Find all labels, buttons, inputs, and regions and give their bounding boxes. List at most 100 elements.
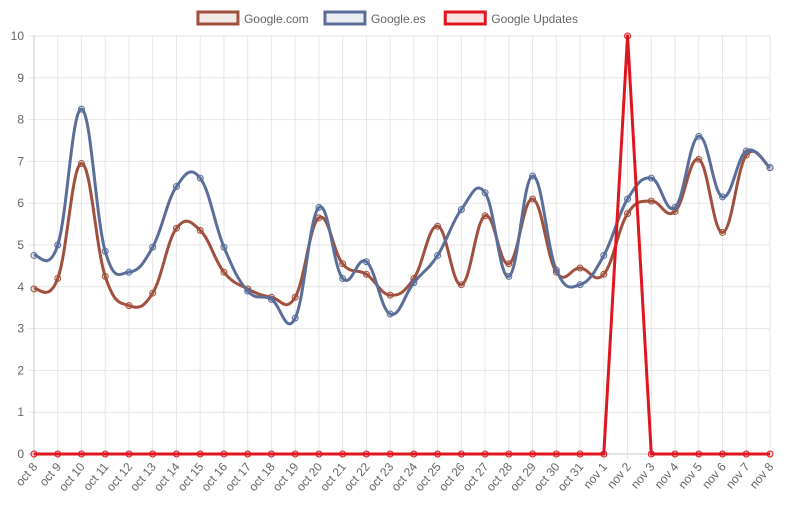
x-tick-label: nov 3 bbox=[628, 460, 658, 492]
data-point bbox=[196, 226, 204, 234]
x-tick-label: oct 10 bbox=[56, 460, 88, 494]
data-point bbox=[600, 251, 608, 259]
data-point bbox=[481, 450, 489, 458]
data-point bbox=[220, 243, 228, 251]
x-tick-label: nov 5 bbox=[675, 460, 705, 492]
data-point bbox=[671, 203, 679, 211]
x-tick-label: nov 6 bbox=[699, 460, 729, 492]
series-2 bbox=[30, 32, 774, 458]
data-point bbox=[434, 251, 442, 259]
data-point bbox=[695, 450, 703, 458]
data-point bbox=[30, 285, 38, 293]
x-tick-label: oct 31 bbox=[555, 460, 587, 494]
y-tick-label: 5 bbox=[17, 238, 24, 252]
series-line bbox=[34, 34, 770, 456]
y-tick-label: 8 bbox=[17, 113, 24, 127]
data-point bbox=[719, 450, 727, 458]
data-point bbox=[624, 32, 632, 40]
x-tick-label: oct 8 bbox=[13, 460, 41, 489]
data-point bbox=[196, 450, 204, 458]
data-point bbox=[457, 281, 465, 289]
data-point bbox=[339, 450, 347, 458]
data-point bbox=[766, 164, 774, 172]
y-tick-label: 7 bbox=[17, 154, 24, 168]
y-tick-label: 9 bbox=[17, 71, 24, 85]
chart-series bbox=[30, 32, 774, 458]
data-point bbox=[125, 268, 133, 276]
data-point bbox=[149, 243, 157, 251]
data-point bbox=[410, 279, 418, 287]
data-point bbox=[386, 310, 394, 318]
data-point bbox=[529, 450, 537, 458]
x-tick-label: nov 7 bbox=[723, 460, 753, 492]
data-point bbox=[576, 281, 584, 289]
data-point bbox=[505, 272, 513, 280]
series-1 bbox=[30, 105, 774, 326]
data-point bbox=[719, 193, 727, 201]
data-point bbox=[291, 450, 299, 458]
data-point bbox=[362, 258, 370, 266]
y-tick-label: 4 bbox=[17, 280, 24, 294]
data-point bbox=[125, 302, 133, 310]
data-point bbox=[576, 450, 584, 458]
x-tick-label: nov 8 bbox=[747, 460, 777, 492]
data-point bbox=[410, 450, 418, 458]
data-point bbox=[647, 197, 655, 205]
data-point bbox=[291, 293, 299, 301]
data-point bbox=[54, 241, 62, 249]
data-point bbox=[172, 450, 180, 458]
data-point bbox=[54, 450, 62, 458]
data-point bbox=[576, 264, 584, 272]
data-point bbox=[77, 450, 85, 458]
y-tick-label: 1 bbox=[17, 405, 24, 419]
data-point bbox=[457, 450, 465, 458]
y-tick-label: 0 bbox=[17, 447, 24, 461]
data-point bbox=[434, 450, 442, 458]
data-point bbox=[386, 450, 394, 458]
data-point bbox=[719, 228, 727, 236]
data-point bbox=[315, 203, 323, 211]
data-point bbox=[101, 450, 109, 458]
chart-legend: Google.com Google.es Google Updates bbox=[196, 10, 578, 26]
data-point bbox=[647, 450, 655, 458]
data-point bbox=[529, 195, 537, 203]
data-point bbox=[244, 287, 252, 295]
data-point bbox=[172, 182, 180, 190]
data-point bbox=[695, 132, 703, 140]
data-point bbox=[267, 450, 275, 458]
legend-swatch bbox=[196, 10, 240, 26]
data-point bbox=[30, 450, 38, 458]
legend-label: Google.com bbox=[244, 12, 309, 26]
legend-label: Google Updates bbox=[491, 12, 578, 26]
data-point bbox=[267, 295, 275, 303]
data-point bbox=[552, 450, 560, 458]
data-point bbox=[101, 247, 109, 255]
data-point bbox=[386, 291, 394, 299]
data-point bbox=[315, 450, 323, 458]
data-point bbox=[505, 260, 513, 268]
data-point bbox=[695, 155, 703, 163]
x-tick-label: nov 4 bbox=[652, 460, 682, 492]
data-point bbox=[220, 268, 228, 276]
data-point bbox=[457, 205, 465, 213]
data-point bbox=[481, 212, 489, 220]
data-point bbox=[624, 210, 632, 218]
data-point bbox=[552, 266, 560, 274]
chart-grid bbox=[28, 35, 771, 460]
data-point bbox=[315, 214, 323, 222]
data-point bbox=[30, 251, 38, 259]
data-point bbox=[742, 147, 750, 155]
data-point bbox=[600, 450, 608, 458]
x-tick-label: nov 2 bbox=[604, 460, 634, 492]
y-tick-label: 3 bbox=[17, 322, 24, 336]
data-point bbox=[291, 314, 299, 322]
data-point bbox=[671, 450, 679, 458]
data-point bbox=[362, 270, 370, 278]
data-point bbox=[339, 274, 347, 282]
data-point bbox=[505, 450, 513, 458]
legend-item: Google.com bbox=[196, 10, 309, 26]
data-point bbox=[742, 450, 750, 458]
series-line bbox=[33, 107, 772, 326]
